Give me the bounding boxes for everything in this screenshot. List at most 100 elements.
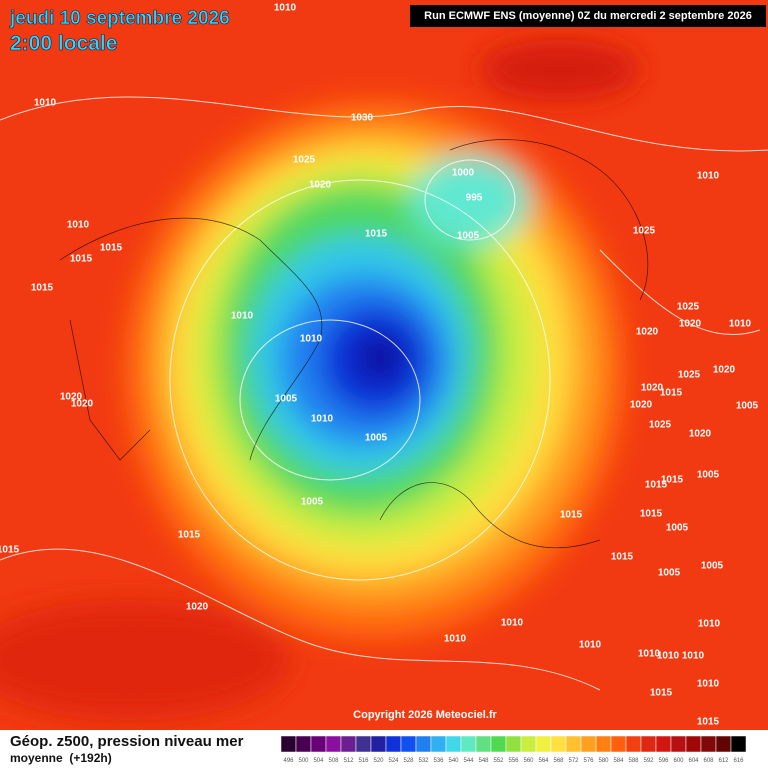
valid-time: jeudi 10 septembre 2026 bbox=[9, 8, 230, 29]
scale-swatch bbox=[430, 735, 447, 753]
isobar-label: 1015 bbox=[100, 243, 123, 254]
isobar-label: 1025 bbox=[293, 155, 316, 166]
isobar-label: 1015 bbox=[178, 530, 201, 541]
scale-swatch bbox=[400, 735, 417, 753]
isobar-label: 1010 bbox=[67, 220, 90, 231]
scale-label: 552 bbox=[493, 758, 504, 764]
isobar-label: 1010 bbox=[311, 414, 334, 425]
scale-swatch bbox=[700, 735, 717, 753]
scale-swatch bbox=[610, 735, 627, 753]
scale-swatch bbox=[625, 735, 642, 753]
scale-label: 536 bbox=[433, 758, 444, 764]
scale-label: 524 bbox=[388, 758, 399, 764]
isobar-label: 1015 bbox=[31, 283, 54, 294]
scale-swatch bbox=[385, 735, 402, 753]
scale-label: 560 bbox=[523, 758, 534, 764]
isobar-label: 1005 bbox=[701, 561, 724, 572]
isobar-label: 1010 bbox=[300, 334, 323, 345]
scale-label: 580 bbox=[598, 758, 609, 764]
scale-label: 604 bbox=[688, 758, 699, 764]
run-box bbox=[410, 5, 766, 27]
scale-label: 540 bbox=[448, 758, 459, 764]
scale-label: 548 bbox=[478, 758, 489, 764]
height-field bbox=[0, 40, 640, 720]
scale-label: 588 bbox=[628, 758, 639, 764]
scale-label: 600 bbox=[673, 758, 684, 764]
scale-label: 520 bbox=[373, 758, 384, 764]
scale-swatch bbox=[580, 735, 597, 753]
scale-swatch bbox=[550, 735, 567, 753]
isobar-label: 1010 bbox=[657, 651, 680, 662]
isobar-label: 1015 bbox=[70, 254, 93, 265]
isobar-label: 1010 bbox=[501, 618, 524, 629]
isobar-label: 1015 bbox=[645, 480, 668, 491]
isobar-label: 1025 bbox=[633, 226, 656, 237]
scale-swatch bbox=[595, 735, 612, 753]
isobar-labels: 1010101010301025102010009951010101010151… bbox=[0, 3, 759, 728]
scale-swatch bbox=[370, 735, 387, 753]
isobar-label: 1020 bbox=[60, 392, 83, 403]
isobar-label: 1025 bbox=[649, 420, 672, 431]
isobar-label: 1015 bbox=[365, 229, 388, 240]
scale-swatch bbox=[535, 735, 552, 753]
isobar-label: 1020 bbox=[186, 602, 209, 613]
isobar-label: 1015 bbox=[650, 688, 673, 699]
isobar-label: 1010 bbox=[579, 640, 602, 651]
scale-label: 504 bbox=[313, 758, 324, 764]
isobar-label: 1010 bbox=[34, 98, 57, 109]
scale-swatch bbox=[355, 735, 372, 753]
scale-label: 528 bbox=[403, 758, 414, 764]
isobar-label: 1030 bbox=[351, 113, 374, 124]
isobar-label: 1010 bbox=[698, 619, 721, 630]
local-time: 2:00 locale bbox=[10, 32, 117, 55]
isobar-label: 1025 bbox=[678, 370, 701, 381]
scale-label: 612 bbox=[718, 758, 729, 764]
scale-swatch bbox=[280, 735, 297, 753]
scale-label: 508 bbox=[328, 758, 339, 764]
isobar-label: 1010 bbox=[274, 3, 297, 14]
isobar-label: 1025 bbox=[677, 302, 700, 313]
isobar-label: 1020 bbox=[679, 319, 702, 330]
copyright: Copyright 2026 Meteociel.fr bbox=[353, 709, 497, 721]
scale-swatch bbox=[295, 735, 312, 753]
isobar-label: 1005 bbox=[275, 394, 298, 405]
scale-label: 544 bbox=[463, 758, 474, 764]
isobar-label: 1015 bbox=[640, 509, 663, 520]
scale-swatch bbox=[715, 735, 732, 753]
isobar-label: 1010 bbox=[444, 634, 467, 645]
scale-swatch bbox=[655, 735, 672, 753]
scale-label: 496 bbox=[283, 758, 294, 764]
isobar-label: 1015 bbox=[660, 388, 683, 399]
scale-label: 568 bbox=[553, 758, 564, 764]
field-name: Géop. z500, pression niveau mer bbox=[10, 733, 244, 750]
scale-swatch bbox=[520, 735, 537, 753]
isobar-label: 1010 bbox=[729, 319, 752, 330]
scale-label: 576 bbox=[583, 758, 594, 764]
scale-label: 556 bbox=[508, 758, 519, 764]
isobar-label: 1005 bbox=[697, 470, 720, 481]
isobar-label: 1010 bbox=[682, 651, 705, 662]
scale-swatch bbox=[565, 735, 582, 753]
scale-swatch bbox=[640, 735, 657, 753]
isobar-label: 1020 bbox=[630, 400, 653, 411]
scale-swatch bbox=[415, 735, 432, 753]
isobar-label: 1020 bbox=[713, 365, 736, 376]
color-scale: 496 500 504 508 512 516 520 524 528 532 536 540 544 5… bbox=[280, 735, 747, 764]
isobars bbox=[0, 96, 768, 691]
isobar-label: 1005 bbox=[365, 433, 388, 444]
isobar-label: 1005 bbox=[457, 231, 480, 242]
isobar-label: 995 bbox=[466, 193, 483, 204]
isobar-label: 1015 bbox=[560, 510, 583, 521]
scale-swatch bbox=[670, 735, 687, 753]
scale-swatch bbox=[460, 735, 477, 753]
isobar-label: 1010 bbox=[697, 171, 720, 182]
scale-label: 512 bbox=[343, 758, 354, 764]
isobar-label: 1020 bbox=[641, 383, 664, 394]
isobar-label: 1010 bbox=[697, 679, 720, 690]
coastlines bbox=[59, 139, 649, 549]
isobar-label: 1015 bbox=[0, 545, 20, 556]
isobar-label: 1015 bbox=[697, 717, 720, 728]
scale-swatch bbox=[340, 735, 357, 753]
scale-swatch bbox=[325, 735, 342, 753]
